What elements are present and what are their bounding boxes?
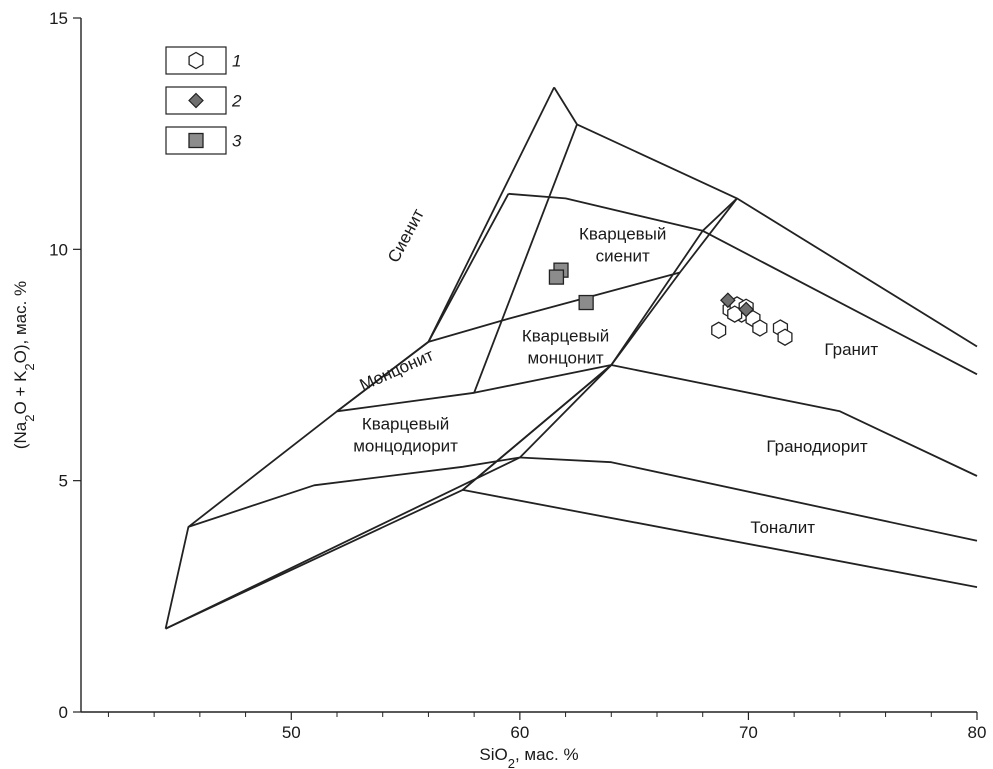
series-square <box>548 262 594 311</box>
field-boundary-line <box>427 87 555 343</box>
legend: 1 2 3 <box>165 46 242 155</box>
data-point-diamond <box>720 292 736 309</box>
field-boundary-line <box>188 456 521 528</box>
series-hexagon <box>711 296 793 346</box>
field-boundary-line <box>462 364 978 491</box>
data-point-hexagon <box>752 319 768 337</box>
legend-marker-square <box>188 132 204 149</box>
x-tick-label: 80 <box>968 723 987 742</box>
x-tick-label: 70 <box>739 723 758 742</box>
field-boundary-line <box>336 271 681 413</box>
legend-item: 1 <box>165 46 241 75</box>
legend-item: 3 <box>165 126 242 155</box>
data-point-hexagon <box>711 321 727 340</box>
legend-label: 3 <box>232 132 242 151</box>
y-tick-label: 10 <box>49 240 68 259</box>
field-label: Кварцевый монцодиорит <box>353 414 458 455</box>
series-diamond <box>720 292 754 318</box>
field-labels: Сиенит Кварцевый сиенит Монцонит Кварцевый мо… <box>353 205 878 536</box>
legend-label: 2 <box>231 92 242 111</box>
axis-titles: SiO2, мас. % (Na2O + K2O), мас. % <box>11 281 579 769</box>
y-tick-label: 0 <box>59 703 68 722</box>
field-label: Гранодиорит <box>766 437 867 456</box>
field-boundary-line <box>473 124 578 394</box>
data-point-diamond <box>738 301 754 318</box>
y-axis-title: (Na2O + K2O), мас. % <box>11 281 37 449</box>
legend-marker-hexagon <box>188 51 204 70</box>
field-label: Сиенит <box>384 205 428 265</box>
x-tick-label: 60 <box>510 723 529 742</box>
field-boundary-line <box>165 197 738 630</box>
y-tick-label: 5 <box>59 472 68 491</box>
plot-frame: 50 60 70 80 0 5 10 15 <box>49 9 986 742</box>
legend-marker-diamond <box>188 92 204 109</box>
field-boundaries <box>164 86 978 630</box>
data-points <box>548 262 793 346</box>
field-boundary-line <box>336 364 612 413</box>
field-boundary-line <box>553 86 978 348</box>
field-label: Гранит <box>824 340 878 359</box>
field-label: Кварцевый монцонит <box>522 326 609 367</box>
data-point-hexagon <box>777 328 793 346</box>
legend-label: 1 <box>232 52 241 71</box>
field-label: Тоналит <box>750 518 815 537</box>
field-boundary-line <box>519 456 978 542</box>
field-label: Кварцевый сиенит <box>579 225 666 266</box>
field-boundary-line <box>462 489 978 588</box>
field-boundary-line <box>508 192 978 376</box>
x-tick-label: 50 <box>282 723 301 742</box>
data-point-square <box>578 294 594 311</box>
field-label: Монцонит <box>357 345 437 395</box>
x-axis-title: SiO2, мас. % <box>479 745 578 769</box>
field-boundary-line <box>165 197 738 630</box>
data-point-square <box>548 269 565 285</box>
legend-item: 2 <box>165 86 242 115</box>
y-tick-label: 15 <box>49 9 68 28</box>
